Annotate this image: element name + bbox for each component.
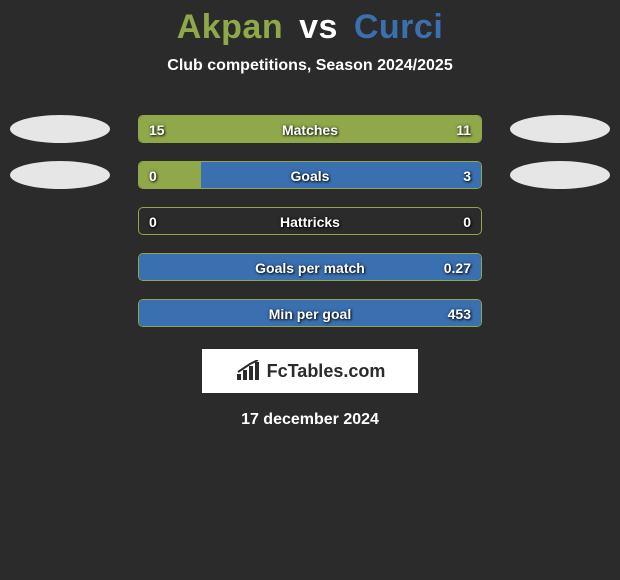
team-marker-left [10, 253, 110, 281]
stat-row: Goals per match 0.27 [0, 253, 620, 281]
chart-icon [235, 360, 261, 382]
brand-text: FcTables.com [267, 361, 386, 382]
stat-label: Goals per match [139, 254, 481, 281]
team-marker-left [10, 115, 110, 143]
team-marker-right [510, 299, 610, 327]
stat-label: Hattricks [139, 208, 481, 235]
team-marker-right [510, 207, 610, 235]
player2-name: Curci [354, 8, 443, 46]
stat-bar: 0 Hattricks 0 [138, 207, 482, 235]
subtitle: Club competitions, Season 2024/2025 [0, 57, 620, 75]
stat-value-right: 0.27 [444, 254, 471, 281]
team-marker-right [510, 115, 610, 143]
stat-bar: Min per goal 453 [138, 299, 482, 327]
stat-row: Min per goal 453 [0, 299, 620, 327]
stat-value-right: 11 [456, 116, 471, 143]
brand-badge: FcTables.com [202, 349, 418, 393]
stat-value-right: 0 [463, 208, 471, 235]
player1-name: Akpan [177, 8, 283, 46]
stat-bar: 15 Matches 11 [138, 115, 482, 143]
stat-label: Goals [139, 162, 481, 189]
stat-row: 15 Matches 11 [0, 115, 620, 143]
stat-label: Min per goal [139, 300, 481, 327]
page-title: Akpan vs Curci [0, 8, 620, 47]
date-text: 17 december 2024 [0, 411, 620, 429]
stat-row: 0 Hattricks 0 [0, 207, 620, 235]
stat-bar: 0 Goals 3 [138, 161, 482, 189]
stat-value-right: 453 [448, 300, 471, 327]
stat-value-right: 3 [463, 162, 471, 189]
stat-label: Matches [139, 116, 481, 143]
team-marker-right [510, 161, 610, 189]
team-marker-left [10, 207, 110, 235]
team-marker-left [10, 161, 110, 189]
team-marker-left [10, 299, 110, 327]
comparison-infographic: Akpan vs Curci Club competitions, Season… [0, 0, 620, 580]
stat-bar: Goals per match 0.27 [138, 253, 482, 281]
vs-text: vs [299, 8, 338, 46]
stat-row: 0 Goals 3 [0, 161, 620, 189]
stat-rows: 15 Matches 11 0 Goals 3 0 Hatt [0, 115, 620, 327]
team-marker-right [510, 253, 610, 281]
